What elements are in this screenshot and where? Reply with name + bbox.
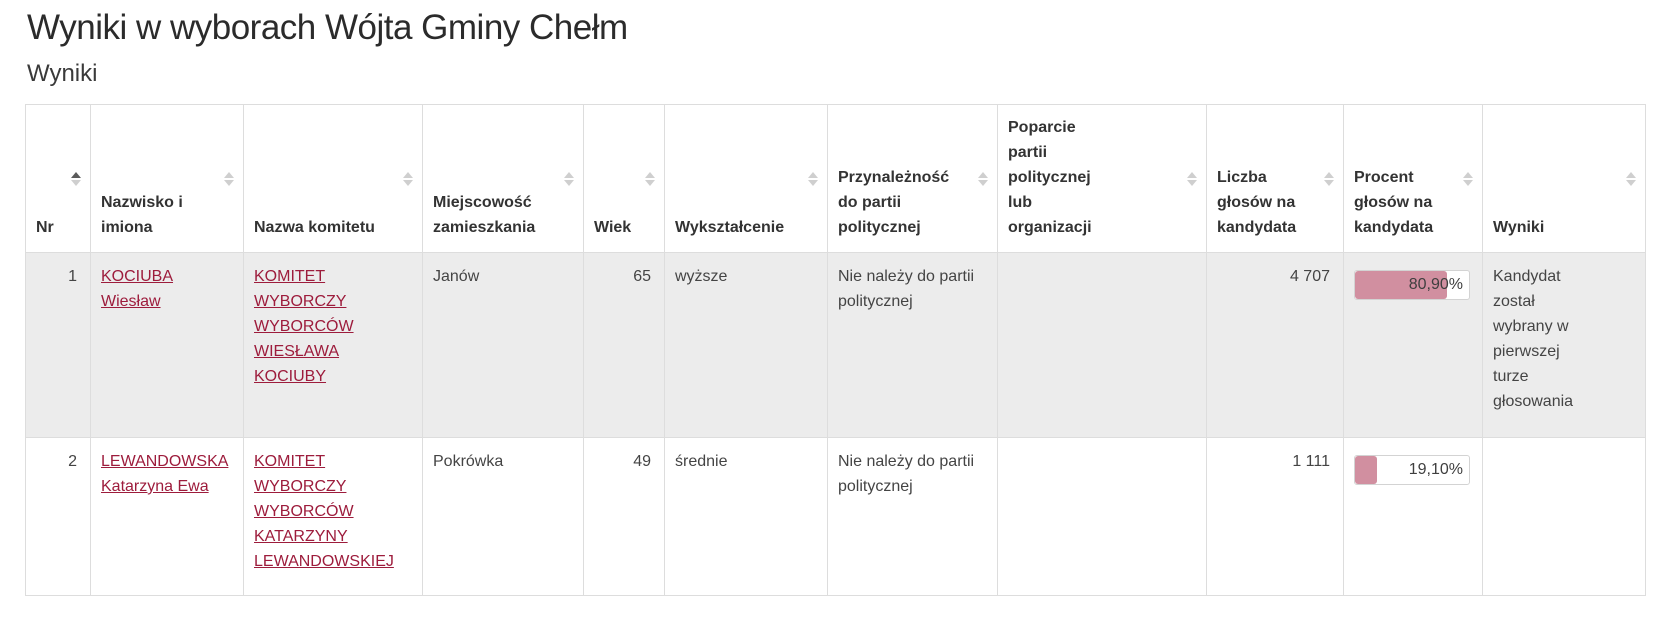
candidate-link[interactable]: KOCIUBA Wiesław — [101, 264, 233, 314]
sort-desc-icon — [1626, 179, 1636, 186]
sort-asc-icon — [564, 171, 574, 178]
sort-desc-icon — [978, 179, 988, 186]
sort-icons — [808, 171, 818, 186]
sort-asc-icon — [1324, 171, 1334, 178]
column-header-label: Poparcie partii politycznej lub organiza… — [1008, 119, 1092, 236]
sort-icons — [1463, 171, 1473, 186]
cell-education: wyższe — [664, 252, 828, 438]
sort-desc-icon — [645, 179, 655, 186]
sort-asc-icon — [808, 171, 818, 178]
candidate-given-names: Wiesław — [101, 293, 161, 310]
column-header-label: Procent głosów na kandydata — [1354, 169, 1434, 236]
column-header-label: Nazwisko i imiona — [101, 194, 183, 236]
table-row: 2 LEWANDOWSKA Katarzyna Ewa KOMITET WYBOR… — [25, 437, 1646, 596]
column-header-age[interactable]: Wiek — [583, 104, 665, 253]
cell-education: średnie — [664, 437, 828, 596]
sort-asc-icon — [645, 171, 655, 178]
candidate-given-names: Katarzyna Ewa — [101, 478, 209, 495]
column-header-label: Wyniki — [1493, 219, 1545, 236]
percent-bar-fill — [1355, 271, 1448, 299]
sort-icons — [1626, 171, 1636, 186]
sort-asc-icon — [978, 171, 988, 178]
cell-nr: 1 — [25, 252, 91, 438]
column-header-label: Wiek — [594, 219, 632, 236]
sort-desc-icon — [1324, 179, 1334, 186]
column-header-nr[interactable]: Nr — [25, 104, 91, 253]
cell-party-membership: Nie należy do partii politycznej — [827, 252, 998, 438]
column-header-results[interactable]: Wyniki — [1482, 104, 1646, 253]
sort-asc-icon — [1626, 171, 1636, 178]
table-row: 1 KOCIUBA Wiesław KOMITET WYBORCZY WYBORC… — [25, 252, 1646, 438]
percent-bar-fill — [1355, 456, 1377, 484]
committee-link[interactable]: KOMITET WYBORCZY WYBORCÓW KATARZYNY LEWA… — [254, 453, 394, 570]
cell-party-support — [997, 252, 1207, 438]
column-header-committee[interactable]: Nazwa komitetu — [243, 104, 423, 253]
cell-party-support — [997, 437, 1207, 596]
results-table: Nr Nazwisko i imiona Nazwa komitetu Miej… — [25, 104, 1646, 596]
column-header-label: Przynależność do partii politycznej — [838, 169, 950, 236]
cell-name: LEWANDOWSKA Katarzyna Ewa — [90, 437, 244, 596]
sort-asc-icon — [224, 171, 234, 178]
cell-votes: 4 707 — [1206, 252, 1344, 438]
result-text: Kandydat został wybrany w pierwszej turz… — [1493, 268, 1574, 410]
cell-result: Kandydat został wybrany w pierwszej turz… — [1482, 252, 1646, 438]
sort-desc-icon — [1187, 179, 1197, 186]
cell-percent: 19,10% — [1343, 437, 1483, 596]
column-header-residence[interactable]: Miejscowość zamieszkania — [422, 104, 584, 253]
column-header-education[interactable]: Wykształcenie — [664, 104, 828, 253]
cell-committee: KOMITET WYBORCZY WYBORCÓW KATARZYNY LEWA… — [243, 437, 423, 596]
sort-icons — [645, 171, 655, 186]
sort-desc-icon — [71, 179, 81, 186]
page-title: Wyniki w wyborach Wójta Gminy Chełm — [27, 8, 628, 47]
sort-icons — [978, 171, 988, 186]
sort-icons — [403, 171, 413, 186]
sort-icons — [71, 171, 81, 186]
column-header-percent[interactable]: Procent głosów na kandydata — [1343, 104, 1483, 253]
column-header-label: Nr — [36, 219, 54, 236]
cell-age: 49 — [583, 437, 665, 596]
column-header-label: Miejscowość zamieszkania — [433, 194, 536, 236]
sort-icons — [564, 171, 574, 186]
cell-committee: KOMITET WYBORCZY WYBORCÓW WIESŁAWA KOCIU… — [243, 252, 423, 438]
sort-asc-icon — [1463, 171, 1473, 178]
sort-icons — [224, 171, 234, 186]
column-header-votes[interactable]: Liczba głosów na kandydata — [1206, 104, 1344, 253]
sort-icons — [1324, 171, 1334, 186]
cell-votes: 1 111 — [1206, 437, 1344, 596]
column-header-label: Liczba głosów na kandydata — [1217, 169, 1297, 236]
committee-link[interactable]: KOMITET WYBORCZY WYBORCÓW WIESŁAWA KOCIU… — [254, 268, 354, 385]
table-header-row: Nr Nazwisko i imiona Nazwa komitetu Miej… — [25, 104, 1646, 253]
cell-nr: 2 — [25, 437, 91, 596]
content: Wyniki w wyborach Wójta Gminy Chełm Wyni… — [25, 8, 1660, 596]
sort-desc-icon — [564, 179, 574, 186]
cell-name: KOCIUBA Wiesław — [90, 252, 244, 438]
percent-bar: 80,90% — [1354, 270, 1470, 300]
sort-desc-icon — [808, 179, 818, 186]
column-header-label: Nazwa komitetu — [254, 219, 375, 236]
cell-result — [1482, 437, 1646, 596]
sort-desc-icon — [1463, 179, 1473, 186]
sort-desc-icon — [224, 179, 234, 186]
page-subtitle: Wyniki — [27, 60, 98, 87]
cell-age: 65 — [583, 252, 665, 438]
sort-icons — [1187, 171, 1197, 186]
candidate-surname: LEWANDOWSKA — [101, 453, 229, 470]
cell-residence: Pokrówka — [422, 437, 584, 596]
percent-bar-label: 19,10% — [1408, 461, 1463, 478]
cell-percent: 80,90% — [1343, 252, 1483, 438]
sort-desc-icon — [403, 179, 413, 186]
cell-party-membership: Nie należy do partii politycznej — [827, 437, 998, 596]
percent-bar: 19,10% — [1354, 455, 1470, 485]
sort-asc-icon — [71, 171, 81, 178]
candidate-link[interactable]: LEWANDOWSKA Katarzyna Ewa — [101, 449, 233, 499]
candidate-surname: KOCIUBA — [101, 268, 174, 285]
cell-residence: Janów — [422, 252, 584, 438]
sort-asc-icon — [1187, 171, 1197, 178]
column-header-party-support[interactable]: Poparcie partii politycznej lub organiza… — [997, 104, 1207, 253]
column-header-party-membership[interactable]: Przynależność do partii politycznej — [827, 104, 998, 253]
sort-asc-icon — [403, 171, 413, 178]
percent-bar-label: 80,90% — [1408, 276, 1463, 293]
column-header-label: Wykształcenie — [675, 219, 785, 236]
column-header-name[interactable]: Nazwisko i imiona — [90, 104, 244, 253]
